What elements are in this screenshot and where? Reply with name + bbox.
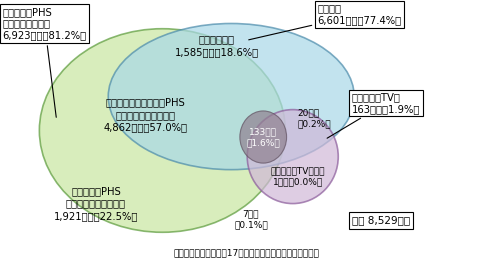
Text: 7万人
【0.1%】: 7万人 【0.1%】 xyxy=(234,209,268,229)
Text: パソコンのみ
1,585万人【18.6%】: パソコンのみ 1,585万人【18.6%】 xyxy=(175,34,258,57)
Text: パソコン、携帯電話・PHS
及び携帯情報端末併用
4,862万人【57.0%】: パソコン、携帯電話・PHS 及び携帯情報端末併用 4,862万人【57.0%】 xyxy=(103,97,187,132)
Text: 携帯電話・PHS
及び携帯情報端末のみ
1,921万人【22.5%】: 携帯電話・PHS 及び携帯情報端末のみ 1,921万人【22.5%】 xyxy=(54,186,138,221)
Text: 携帯電話・PHS
及び携帯情報端末
6,923万人【81.2%】: 携帯電話・PHS 及び携帯情報端末 6,923万人【81.2%】 xyxy=(2,7,87,117)
Text: （出典）総務省「平成17年通信利用動向調査（世帯編）」: （出典）総務省「平成17年通信利用動向調査（世帯編）」 xyxy=(173,248,319,257)
Ellipse shape xyxy=(247,110,338,204)
Text: 20万人
【0.2%】: 20万人 【0.2%】 xyxy=(298,109,331,129)
Text: 合計 8,529万人: 合計 8,529万人 xyxy=(352,216,410,226)
Ellipse shape xyxy=(39,29,285,232)
Text: ゲーム機・TV等
163万人【1.9%】: ゲーム機・TV等 163万人【1.9%】 xyxy=(327,92,420,138)
Ellipse shape xyxy=(108,23,354,170)
Ellipse shape xyxy=(240,111,287,163)
Text: 133万人
【1.6%】: 133万人 【1.6%】 xyxy=(246,127,280,147)
Text: ゲーム機・TV等のみ
1万人【0.0%】: ゲーム機・TV等のみ 1万人【0.0%】 xyxy=(271,166,325,186)
Text: パソコン
6,601万人【77.4%】: パソコン 6,601万人【77.4%】 xyxy=(249,4,401,40)
